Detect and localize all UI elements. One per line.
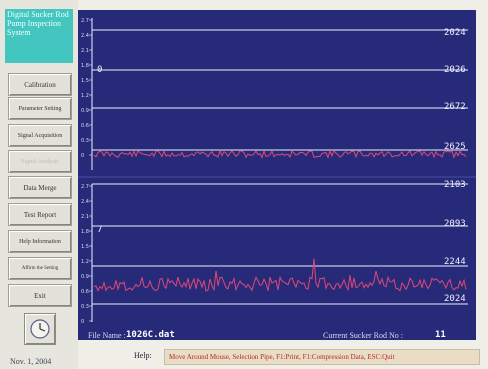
sidebar: Digital Sucker Rod Pump Inspection Syste…	[0, 0, 78, 369]
axis-tick-label: 2.1	[81, 48, 89, 54]
channel-label: 2093	[444, 219, 466, 229]
axis-tick-label: 1.2	[81, 259, 89, 265]
signal-analysis-button[interactable]: Signal Analysis	[8, 150, 72, 173]
axis-tick-label: 0.3	[81, 304, 89, 310]
axis-tick-label: 0.9	[81, 274, 89, 280]
date-display: Nov. 1, 2004	[10, 357, 52, 366]
file-name-value: 1026C.dat	[126, 330, 175, 340]
axis-tick-label: 1.8	[81, 63, 89, 69]
axis-tick-label: 1.5	[81, 78, 89, 84]
axis-tick-label: 2.1	[81, 214, 89, 220]
sucker-rod-number: 11	[435, 330, 446, 340]
sucker-rod-label: Current Sucker Rod No :	[323, 331, 403, 340]
affirm-setting-button[interactable]: Affirm the Setting	[8, 257, 72, 280]
file-name-label: File Name :	[88, 331, 126, 340]
data-merge-button[interactable]: Data Merge	[8, 176, 72, 199]
channel-label: 2244	[444, 257, 466, 267]
help-information-button[interactable]: Help Information	[8, 230, 72, 253]
axis-tick-label: 0.9	[81, 108, 89, 114]
axis-tick-label: 0.6	[81, 289, 89, 295]
app-title: Digital Sucker Rod Pump Inspection Syste…	[5, 9, 73, 63]
channel-marker: 0	[97, 65, 103, 75]
channel-label: 2024	[444, 28, 466, 38]
channel-label: 2672	[444, 102, 466, 112]
test-report-button[interactable]: Test Report	[8, 203, 72, 226]
axis-tick-label: 1.5	[81, 244, 89, 250]
parameter-setting-button[interactable]: Parameter Setting	[8, 97, 72, 120]
axis-tick-label: 2.4	[81, 33, 89, 39]
axis-tick-label: 0.6	[81, 123, 89, 129]
exit-button[interactable]: Exit	[8, 284, 72, 307]
axis-tick-label: 1.8	[81, 229, 89, 235]
channel-label: 2625	[444, 142, 466, 152]
calibration-button[interactable]: Calibration	[8, 73, 72, 96]
axis-tick-label: 0	[81, 153, 84, 159]
waveform-plot: 2.7 2.4 2.1 1.8 1.5 1.2 0.9 0.6 0.3 0 2.7 2.4 2.1 1.…	[78, 18, 476, 325]
axis-tick-label: 1.2	[81, 93, 89, 99]
waveform-panel[interactable]: 2.7 2.4 2.1 1.8 1.5 1.2 0.9 0.6 0.3 0 2.7 2.4 2.1 1.…	[78, 10, 476, 340]
channel-label: 2103	[444, 180, 466, 190]
signal-acquisition-button[interactable]: Signal Acquisition	[8, 124, 72, 147]
status-bar: Help: Move Around Mouse, Selection Pipe,…	[128, 349, 480, 365]
axis-tick-label: 0.3	[81, 138, 89, 144]
channel-marker: 7	[97, 225, 103, 235]
axis-tick-label: 0	[81, 319, 84, 325]
help-text: Move Around Mouse, Selection Pipe, F1:Pr…	[164, 349, 480, 365]
channel-label: 2026	[444, 65, 466, 75]
axis-tick-label: 2.7	[81, 184, 89, 190]
help-label: Help:	[134, 351, 152, 360]
axis-tick-label: 2.4	[81, 199, 89, 205]
channel-label: 2024	[444, 294, 466, 304]
axis-tick-label: 2.7	[81, 18, 89, 24]
clock-icon	[30, 319, 50, 339]
clock-button[interactable]	[24, 313, 56, 345]
